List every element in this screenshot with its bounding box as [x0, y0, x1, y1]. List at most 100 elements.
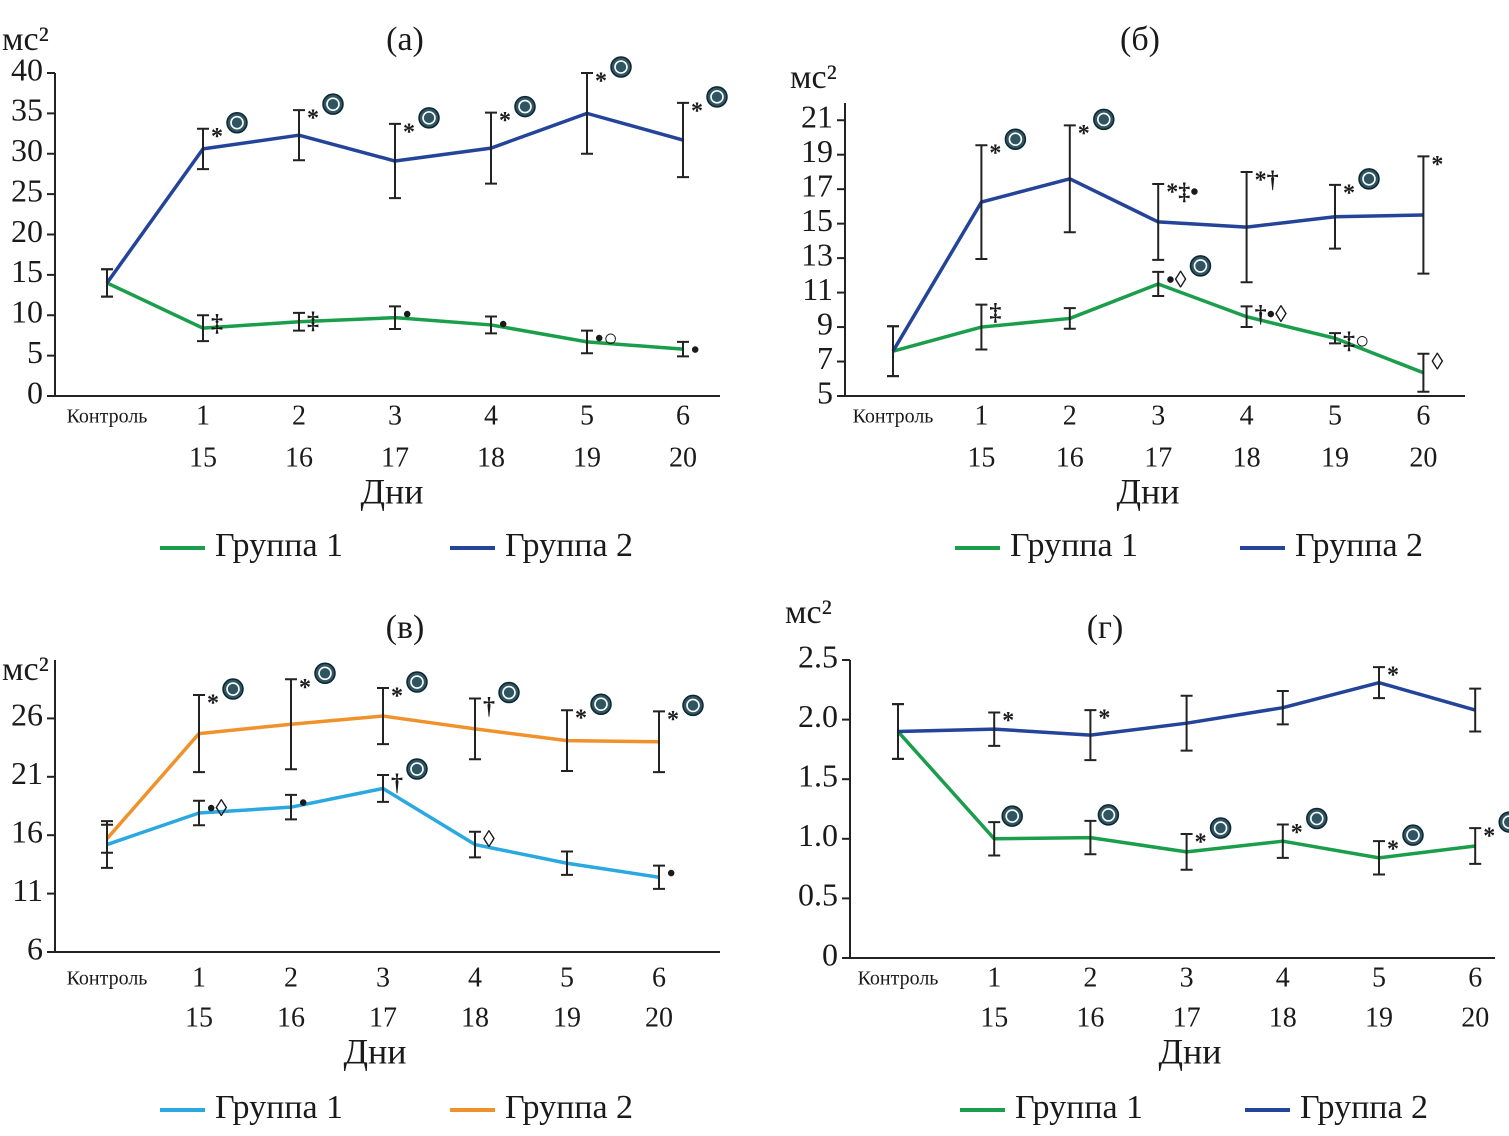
error-bar [1329, 332, 1341, 345]
x-tick-sublabel: 19 [553, 1002, 581, 1033]
significance-icon-swirl [226, 682, 240, 696]
significance-icon-swirl [1193, 259, 1208, 273]
y-tick-label: 2.5 [798, 638, 838, 674]
y-tick-label: 15 [801, 202, 833, 238]
error-bar [293, 311, 305, 332]
significance-icon [1402, 824, 1424, 846]
error-bar [389, 305, 401, 330]
error-bar [581, 72, 593, 155]
significance-label: • [691, 337, 699, 363]
significance-label: *‡• [1166, 180, 1198, 206]
error-bar [1417, 352, 1430, 393]
significance-label: * [595, 69, 607, 95]
x-tick-label: 5 [580, 400, 594, 431]
x-tick-sublabel: 16 [1056, 442, 1084, 473]
y-tick-label: 16 [11, 814, 43, 850]
y-axis-unit: мс² [2, 21, 49, 58]
significance-label: * [1078, 121, 1090, 147]
y-tick-label: 1.0 [798, 817, 838, 853]
y-tick-label: 0 [27, 374, 43, 410]
x-tick-label: 4 [468, 962, 482, 993]
significance-label: * [1291, 820, 1303, 846]
significance-icon-swirl [410, 675, 424, 689]
error-bar [377, 774, 389, 803]
y-tick-label: 5 [817, 374, 833, 410]
y-tick-label: 21 [11, 755, 43, 791]
error-bar [389, 122, 401, 200]
error-bar [1329, 183, 1341, 250]
x-tick-label: Контроль [858, 968, 939, 990]
error-bar [1180, 833, 1193, 871]
legend-label: Группа 2 [505, 527, 633, 564]
x-tick-sublabel: 16 [285, 442, 313, 473]
significance-icon [322, 93, 344, 115]
error-bar [285, 793, 297, 821]
x-tick-label: 1 [974, 400, 988, 431]
significance-icon [1097, 804, 1120, 826]
significance-icon [610, 56, 632, 78]
x-tick-label: 1 [196, 400, 210, 431]
legend-label: Группа 2 [1295, 527, 1423, 564]
panel-title: (а) [386, 21, 424, 58]
x-tick-sublabel: 18 [477, 442, 505, 473]
error-bar [1276, 823, 1289, 859]
legend-label: Группа 1 [1015, 1089, 1143, 1126]
error-bar [197, 127, 209, 171]
x-tick-label: 4 [1276, 962, 1290, 993]
significance-label: * [1387, 837, 1399, 863]
x-tick-sublabel: 20 [669, 442, 697, 473]
significance-label: * [1343, 180, 1355, 206]
error-bar [1373, 666, 1385, 700]
x-tick-sublabel: 17 [369, 1002, 397, 1033]
panel: (в) мс² 6 11 16 21 26 Контроль 1 15 2 16 3 17 4 18 5 19 6 2… [2, 609, 720, 1126]
y-tick-label: 1.5 [798, 758, 838, 794]
x-tick-label: 2 [292, 400, 306, 431]
x-tick-sublabel: 15 [189, 442, 217, 473]
error-bar [469, 830, 481, 859]
significance-icon [406, 758, 428, 780]
y-tick-label: 19 [801, 133, 833, 169]
x-tick-label: 5 [560, 962, 574, 993]
error-bar [1180, 694, 1193, 752]
x-tick-label: 6 [1468, 962, 1482, 993]
x-tick-label: 6 [652, 962, 666, 993]
error-bar [1152, 270, 1165, 298]
significance-label: • [299, 790, 307, 816]
significance-icon [1093, 108, 1115, 131]
error-bar [677, 340, 689, 358]
x-tick-sublabel: 15 [967, 442, 995, 473]
significance-icon [682, 694, 704, 717]
significance-icon [514, 95, 536, 118]
error-bar [101, 823, 113, 854]
panel-title: (б) [1120, 21, 1160, 58]
x-tick-sublabel: 20 [1461, 1002, 1489, 1033]
error-bar [101, 268, 113, 298]
significance-icon-swirl [318, 666, 332, 681]
significance-label: *† [1255, 167, 1279, 193]
error-bar [975, 144, 988, 260]
x-tick-label: 4 [484, 400, 498, 431]
significance-icon-swirl [518, 99, 532, 114]
significance-icon [406, 671, 428, 693]
significance-icon-swirl [1213, 821, 1228, 835]
y-tick-label: 2.0 [798, 698, 838, 734]
x-tick-label: 6 [676, 400, 690, 431]
y-tick-label: 11 [802, 271, 833, 307]
y-tick-label: 15 [11, 253, 43, 289]
error-bar [293, 109, 305, 162]
significance-label: † [483, 694, 495, 720]
significance-label: * [575, 706, 587, 732]
x-tick-sublabel: 18 [461, 1002, 489, 1033]
error-bar [1469, 827, 1482, 865]
x-tick-sublabel: 17 [381, 442, 409, 473]
y-axis-unit: мс² [790, 59, 837, 96]
error-bar [892, 703, 904, 760]
x-tick-sublabel: 19 [1365, 1002, 1393, 1033]
y-tick-label: 25 [11, 172, 43, 208]
y-tick-label: 0.5 [798, 877, 838, 913]
significance-label: * [691, 98, 703, 124]
significance-label: •○ [595, 326, 618, 352]
error-bar [197, 314, 209, 343]
error-bar [193, 694, 205, 774]
